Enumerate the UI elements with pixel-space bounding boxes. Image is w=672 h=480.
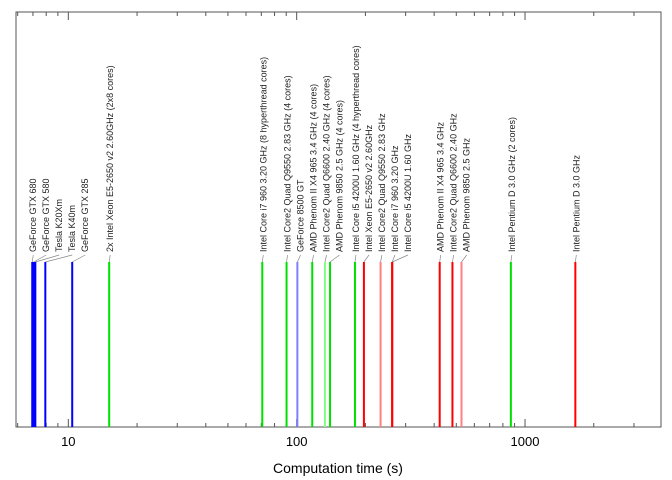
bar-label: Intel Xeon E5-2650 v2 2.60GHz bbox=[364, 124, 374, 252]
x-tick-label: 100 bbox=[286, 434, 308, 449]
label-leader-line bbox=[108, 254, 111, 263]
bar-label: Intel Core i7 960 3.20 GHz bbox=[390, 145, 400, 252]
bar-label: Intel Pentium D 3.0 GHz bbox=[571, 154, 581, 252]
label-leader-line bbox=[354, 254, 357, 263]
label-leader-line bbox=[35, 254, 60, 263]
bar-label: Intel Core i5 4200U 1.60 GHz (4 hyperthr… bbox=[351, 45, 361, 252]
label-leader-line bbox=[510, 254, 513, 263]
bar-label: Intel Core2 Quad Q6600 2.40 GHz bbox=[449, 113, 459, 252]
label-leader-line bbox=[324, 254, 327, 263]
bar-label: GeForce GTX 580 bbox=[41, 178, 51, 252]
label-leader-line bbox=[33, 254, 47, 263]
bar-label: Intel Core i5 4200U 1.60 GHz bbox=[403, 133, 413, 252]
label-leader-line bbox=[574, 254, 577, 263]
label-leader-line bbox=[380, 254, 383, 263]
x-axis-label: Computation time (s) bbox=[273, 460, 403, 476]
bar-label: AMD Phenom 9850 2.5 GHz bbox=[462, 137, 472, 252]
bar-label: Tesla K40m bbox=[67, 205, 77, 252]
x-axis-ticks bbox=[17, 12, 635, 427]
label-leader-line bbox=[311, 254, 314, 263]
label-leader-line bbox=[363, 254, 370, 263]
x-tick-label: 10 bbox=[61, 434, 75, 449]
label-leader-line bbox=[45, 254, 73, 263]
bars bbox=[31, 262, 577, 427]
bar-label: GeForce GTX 285 bbox=[80, 178, 90, 252]
bar-label: AMD Phenom II X4 965 3.4 GHz (4 cores) bbox=[309, 84, 319, 252]
bar-label: 2x Intel Xeon E5-2650 v2 2.60GHz (2x8 co… bbox=[105, 65, 115, 252]
label-leader-line bbox=[439, 254, 442, 263]
label-leader-line bbox=[329, 254, 340, 263]
label-leader-line bbox=[297, 254, 301, 263]
label-leader-line bbox=[31, 254, 34, 263]
label-leader-line bbox=[461, 254, 467, 263]
bar-label: GeForce 8500 GT bbox=[296, 179, 306, 252]
label-leader-line bbox=[391, 254, 396, 263]
bar-label: Intel Core2 Quad Q6600 2.40 GHz (4 cores… bbox=[322, 75, 332, 252]
bar-labels: GeForce GTX 680 GeForce GTX 580 Tesla K20X… bbox=[28, 45, 581, 252]
bar-label: Intel Core i7 960 3.20 GHz (8 hyperthrea… bbox=[258, 57, 268, 252]
bar-label: Intel Pentium D 3.0 GHz (2 cores) bbox=[507, 117, 517, 252]
plot-frame bbox=[15, 11, 662, 428]
label-leader-line bbox=[392, 254, 409, 263]
label-leader-lines bbox=[31, 254, 577, 263]
bar-label: AMD Phenom II X4 965 3.4 GHz bbox=[436, 121, 446, 252]
label-leader-line bbox=[452, 254, 455, 263]
bar-label: GeForce GTX 680 bbox=[28, 178, 38, 252]
label-leader-line bbox=[72, 254, 86, 263]
bar-label: AMD Phenom 9850 2.5 GHz (4 cores) bbox=[335, 100, 345, 252]
bar-label: Intel Core2 Quad Q9550 2.83 GHz (4 cores… bbox=[283, 75, 293, 252]
bar-label: Intel Core2 Quad Q9550 2.83 GHz bbox=[377, 113, 387, 252]
x-tick-labels: 10 100 1000 bbox=[61, 434, 539, 449]
bar-label: Tesla K20Xm bbox=[54, 199, 64, 252]
x-tick-label: 1000 bbox=[511, 434, 540, 449]
label-leader-line bbox=[261, 254, 264, 263]
label-leader-line bbox=[286, 254, 288, 263]
